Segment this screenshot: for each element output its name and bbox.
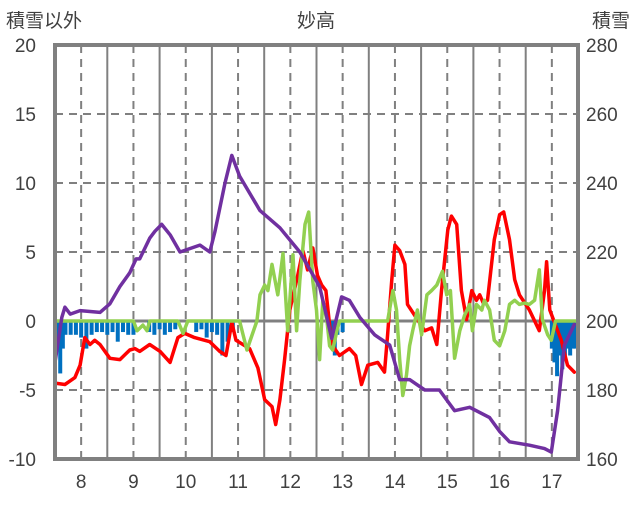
bar-blue (73, 321, 78, 335)
y-left-tick-label: 10 (15, 174, 36, 195)
bar-blue (89, 321, 94, 335)
x-tick-label: 15 (437, 472, 458, 493)
bar-blue (58, 321, 63, 374)
bar-blue (168, 321, 173, 333)
x-tick-label: 17 (541, 472, 562, 493)
x-tick-label: 8 (76, 472, 87, 493)
bar-blue (84, 321, 89, 349)
bar-blue (126, 321, 131, 335)
bar-blue (568, 321, 573, 356)
y-left-tick-label: 15 (15, 105, 36, 126)
bar-blue (340, 321, 345, 333)
bar-blue (63, 321, 68, 335)
bar-blue (152, 321, 157, 335)
x-tick-label: 12 (280, 472, 301, 493)
bar-blue (131, 321, 136, 335)
bar-blue (555, 321, 560, 377)
y-right-tick-label: 260 (586, 105, 618, 126)
line-purple (53, 153, 577, 454)
y-right-tick-label: 180 (586, 381, 618, 402)
bar-blue (100, 321, 105, 333)
chart-title: 妙高 (297, 10, 335, 32)
line-green (53, 210, 580, 398)
y-right-tick-label: 240 (586, 174, 618, 195)
x-tick-label: 16 (489, 472, 510, 493)
right-axis-title: 積雪 (592, 10, 630, 32)
y-left-tick-label: 0 (25, 312, 36, 333)
bar-blue (199, 321, 204, 330)
bar-blue (194, 321, 199, 333)
bar-blue (552, 321, 557, 363)
left-axis-title: 積雪以外 (6, 10, 82, 32)
x-tick-label: 9 (128, 472, 139, 493)
y-left-tick-label: -10 (9, 450, 36, 471)
bar-blue (110, 321, 115, 333)
bar-blue (79, 321, 84, 338)
line-series (53, 153, 580, 454)
bar-blue (562, 321, 567, 356)
bar-blue (162, 321, 167, 335)
bar-blue (105, 321, 110, 335)
bar-blue (215, 321, 220, 335)
x-tick-label: 10 (175, 472, 196, 493)
x-tick-label: 11 (228, 472, 248, 493)
bar-blue (94, 321, 99, 333)
y-left-tick-label: -5 (19, 381, 36, 402)
y-right-tick-label: 160 (586, 450, 618, 471)
y-left-tick-label: 20 (15, 36, 36, 57)
y-right-tick-label: 200 (586, 312, 618, 333)
x-tick-label: 13 (332, 472, 353, 493)
bar-blue (573, 321, 578, 349)
bar-blue (157, 321, 162, 330)
bar-blue (120, 321, 125, 333)
tick-labels: 8 9 10 11 12 13 14 15 16 17 20 15 10 5 0 -5 -10 280 260 240… (9, 36, 618, 493)
y-left-tick-label: 5 (25, 243, 36, 264)
bar-blue (68, 321, 73, 335)
bar-blue (173, 321, 178, 330)
bar-blue (570, 321, 575, 349)
bar-blue (115, 321, 120, 342)
grid (55, 45, 578, 459)
y-right-tick-label: 220 (586, 243, 618, 264)
plot-frame (53, 43, 580, 461)
bar-blue (204, 321, 209, 338)
bar-blue (330, 321, 335, 333)
bar-blue (225, 321, 230, 342)
bar-blue (60, 321, 65, 349)
line-red (53, 210, 577, 427)
y-right-tick-label: 280 (586, 36, 618, 57)
x-tick-label: 14 (384, 472, 406, 493)
bar-blue (209, 321, 214, 333)
bar-blue (220, 321, 225, 356)
